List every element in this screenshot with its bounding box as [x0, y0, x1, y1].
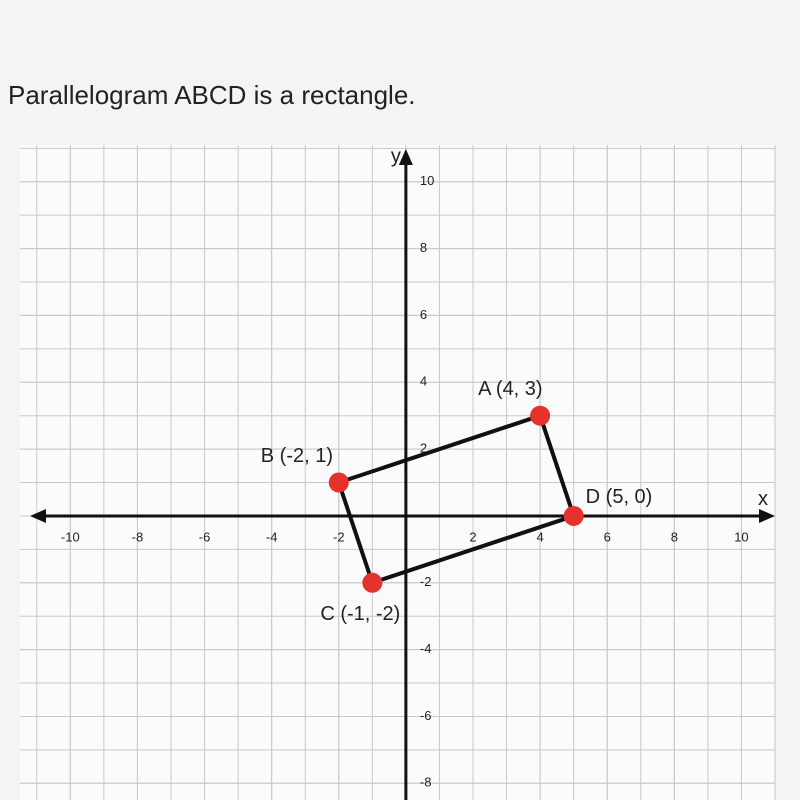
y-tick-label: 2: [420, 441, 427, 456]
x-tick-label: 2: [469, 529, 476, 544]
chart-title: Parallelogram ABCD is a rectangle.: [8, 80, 416, 110]
vertex: [362, 572, 383, 593]
x-tick-label: -4: [266, 529, 278, 544]
vertex: [328, 472, 349, 493]
y-tick-label: 6: [420, 307, 427, 322]
y-axis-label: y: [391, 145, 401, 167]
y-tick-label: -2: [420, 574, 432, 589]
y-tick-label: -6: [420, 708, 432, 723]
x-tick-label: 6: [604, 529, 611, 544]
vertex: [563, 505, 584, 526]
x-tick-label: 8: [671, 529, 678, 544]
plot-area: [20, 145, 775, 800]
x-tick-label: -2: [333, 529, 345, 544]
y-tick-label: -4: [420, 641, 432, 656]
point-label: A (4, 3): [478, 378, 542, 400]
x-tick-label: 4: [536, 529, 543, 544]
point-label: D (5, 0): [586, 486, 653, 508]
point-label: C (-1, -2): [320, 603, 400, 625]
y-axis-arrow: [398, 149, 413, 165]
x-axis-label: x: [758, 488, 768, 510]
x-tick-label: -6: [199, 529, 211, 544]
y-tick-label: 10: [420, 173, 434, 188]
x-tick-label: 10: [734, 529, 748, 544]
y-tick-label: 8: [420, 240, 427, 255]
x-tick-label: -8: [132, 529, 144, 544]
y-tick-label: 4: [420, 374, 427, 389]
y-tick-label: -8: [420, 775, 432, 790]
point-label: B (-2, 1): [261, 445, 333, 467]
vertex: [530, 405, 551, 426]
x-tick-label: -10: [61, 529, 80, 544]
